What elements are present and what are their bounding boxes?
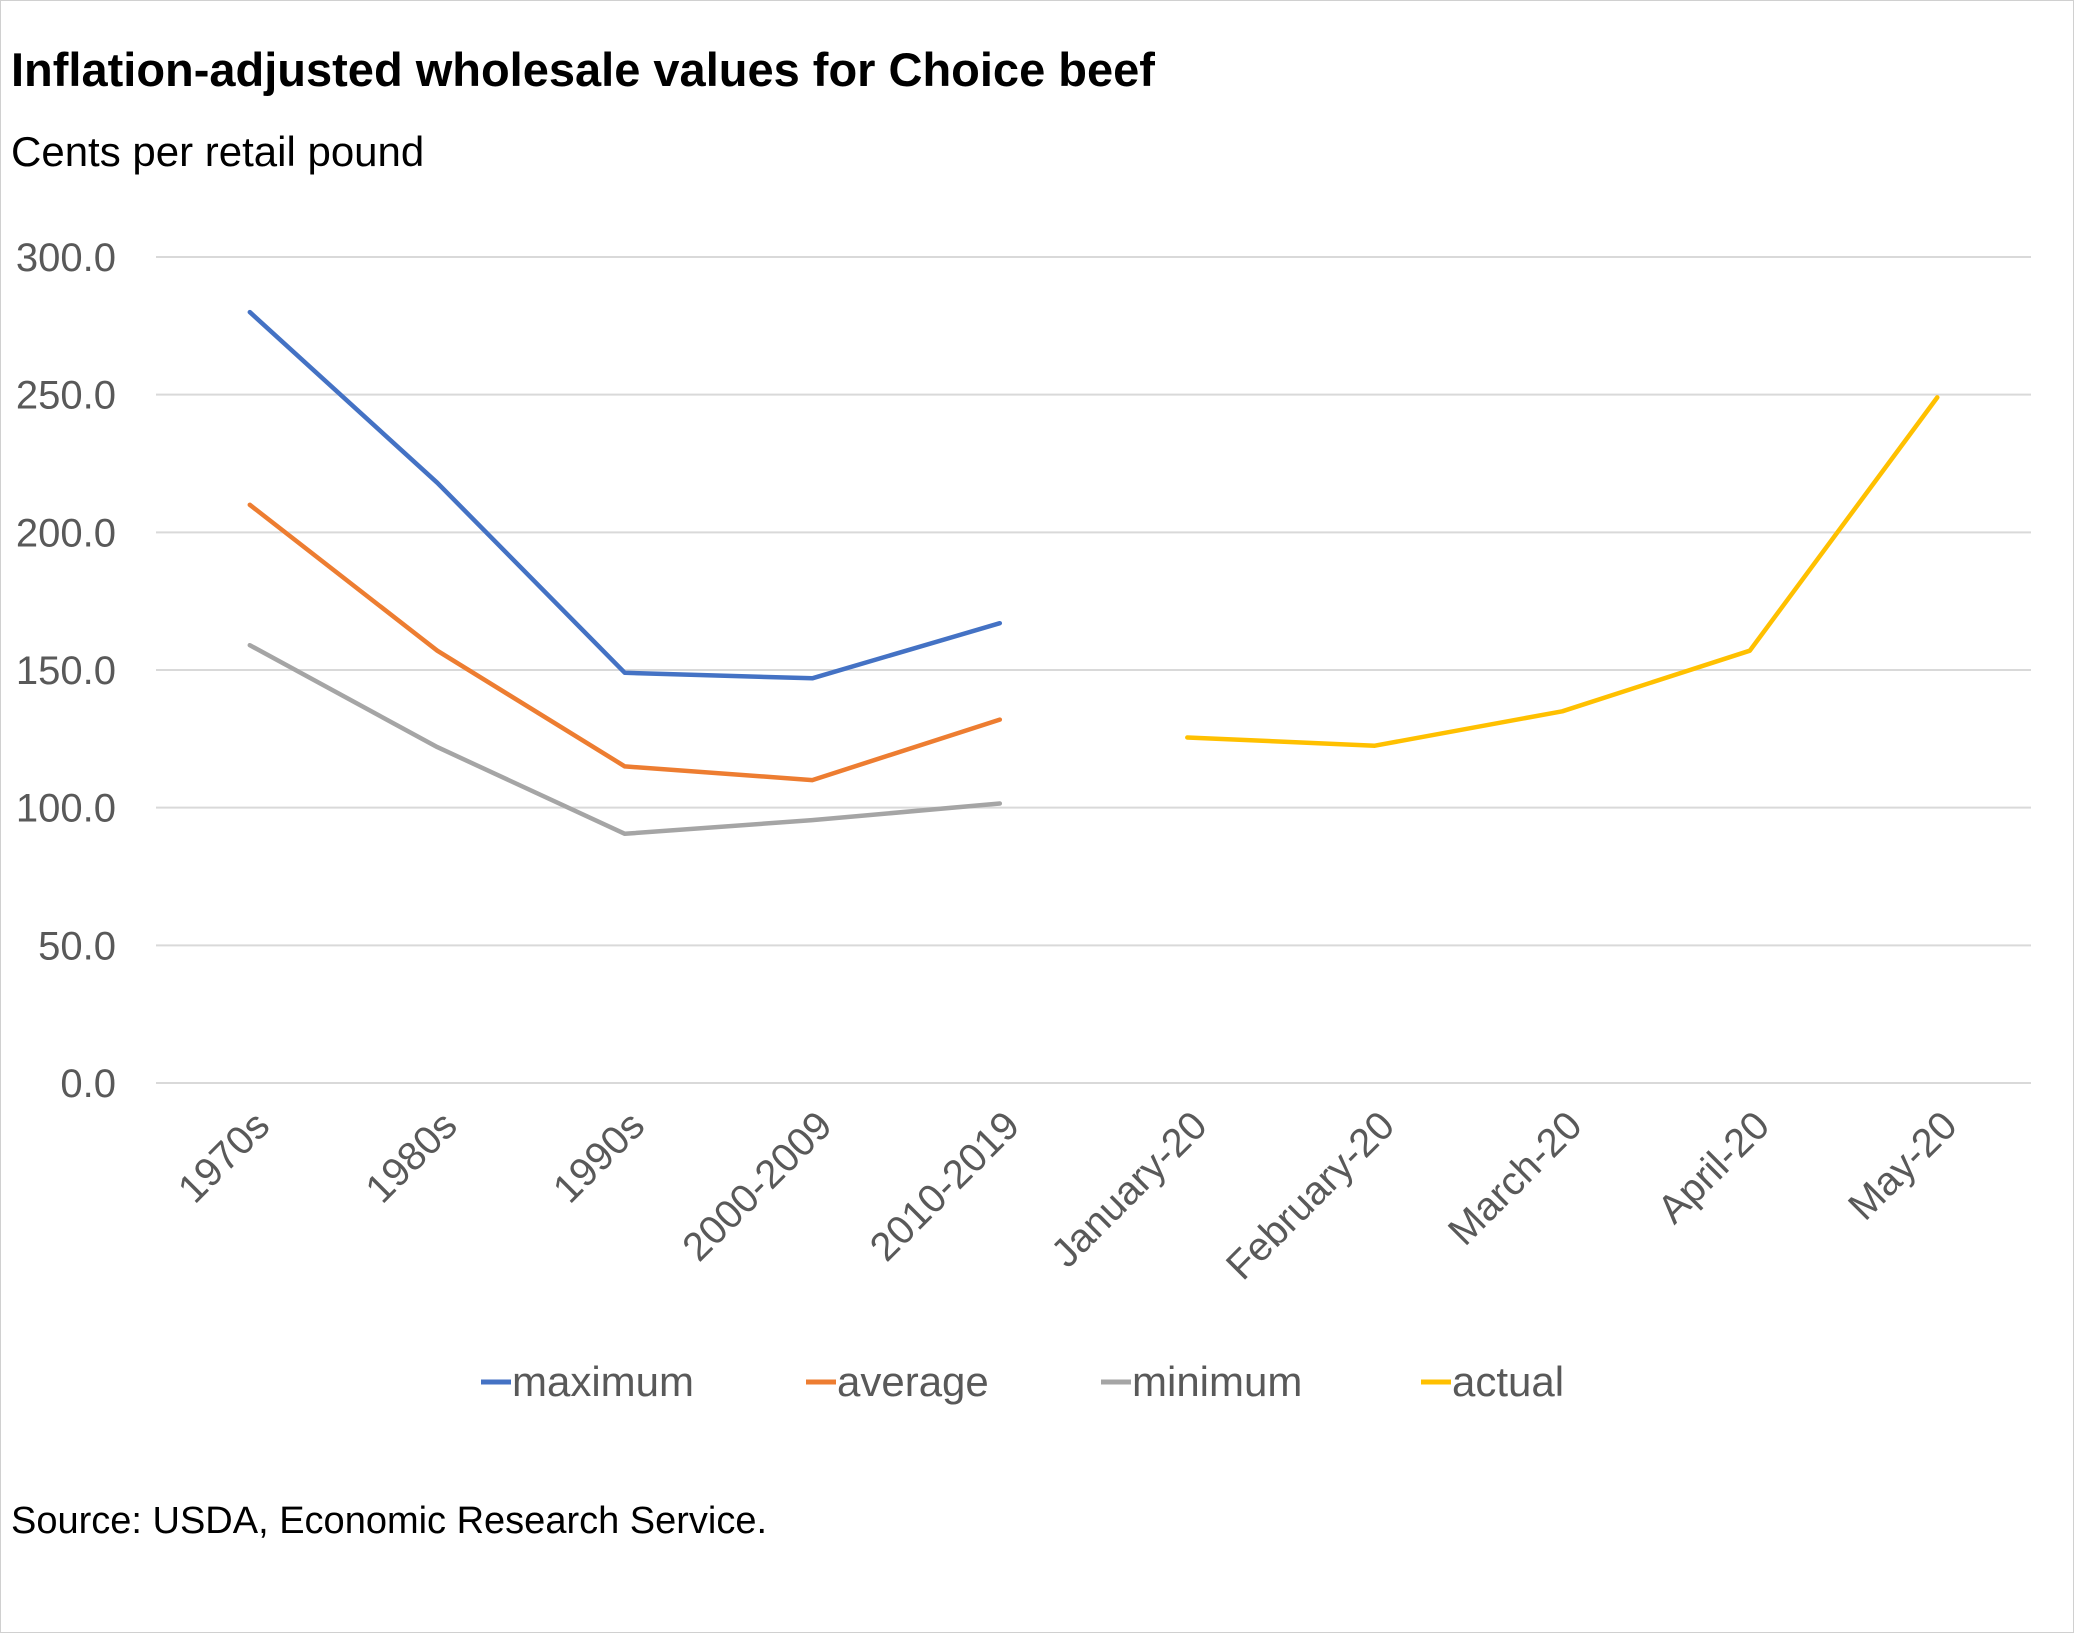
x-tick-label: January-20 [1043,1103,1216,1276]
legend-label-maximum: maximum [512,1358,694,1405]
chart-subtitle: Cents per retail pound [11,128,424,175]
x-tick-label: 1990s [545,1103,653,1211]
x-tick-label: 1980s [357,1103,465,1211]
x-tick-label: February-20 [1218,1103,1403,1288]
series-line-minimum [247,642,1003,837]
y-tick-label: 250.0 [16,374,116,418]
x-axis-ticks: 1970s 1980s 1990s 2000-2009 2010-2019 January… [170,1103,1966,1288]
series-line-maximum [247,309,1003,681]
x-tick-label: 1970s [170,1103,278,1211]
series-line-actual [1185,395,1940,748]
y-tick-label: 0.0 [60,1062,116,1106]
y-axis-ticks: 0.0 50.0 100.0 150.0 200.0 250.0 300.0 [16,236,116,1106]
y-tick-label: 200.0 [16,511,116,555]
legend-label-average: average [837,1358,989,1405]
y-tick-label: 100.0 [16,787,116,831]
gridlines [156,256,2031,1084]
source-note: Source: USDA, Economic Research Service. [11,1500,767,1542]
y-tick-label: 50.0 [38,924,116,968]
legend-label-actual: actual [1452,1358,1564,1405]
x-tick-label: 2000-2009 [674,1103,840,1269]
chart-title: Inflation-adjusted wholesale values for … [11,43,1155,96]
x-tick-label: May-20 [1840,1103,1965,1228]
series-lines [247,309,1940,837]
x-tick-label: 2010-2019 [862,1103,1028,1269]
x-tick-label: March-20 [1440,1103,1591,1254]
y-tick-label: 150.0 [16,649,116,693]
legend: maximum average minimum actual [481,1358,1564,1405]
legend-label-minimum: minimum [1132,1358,1302,1405]
y-tick-label: 300.0 [16,236,116,280]
x-tick-label: April-20 [1650,1103,1779,1232]
series-line-average [247,502,1003,783]
